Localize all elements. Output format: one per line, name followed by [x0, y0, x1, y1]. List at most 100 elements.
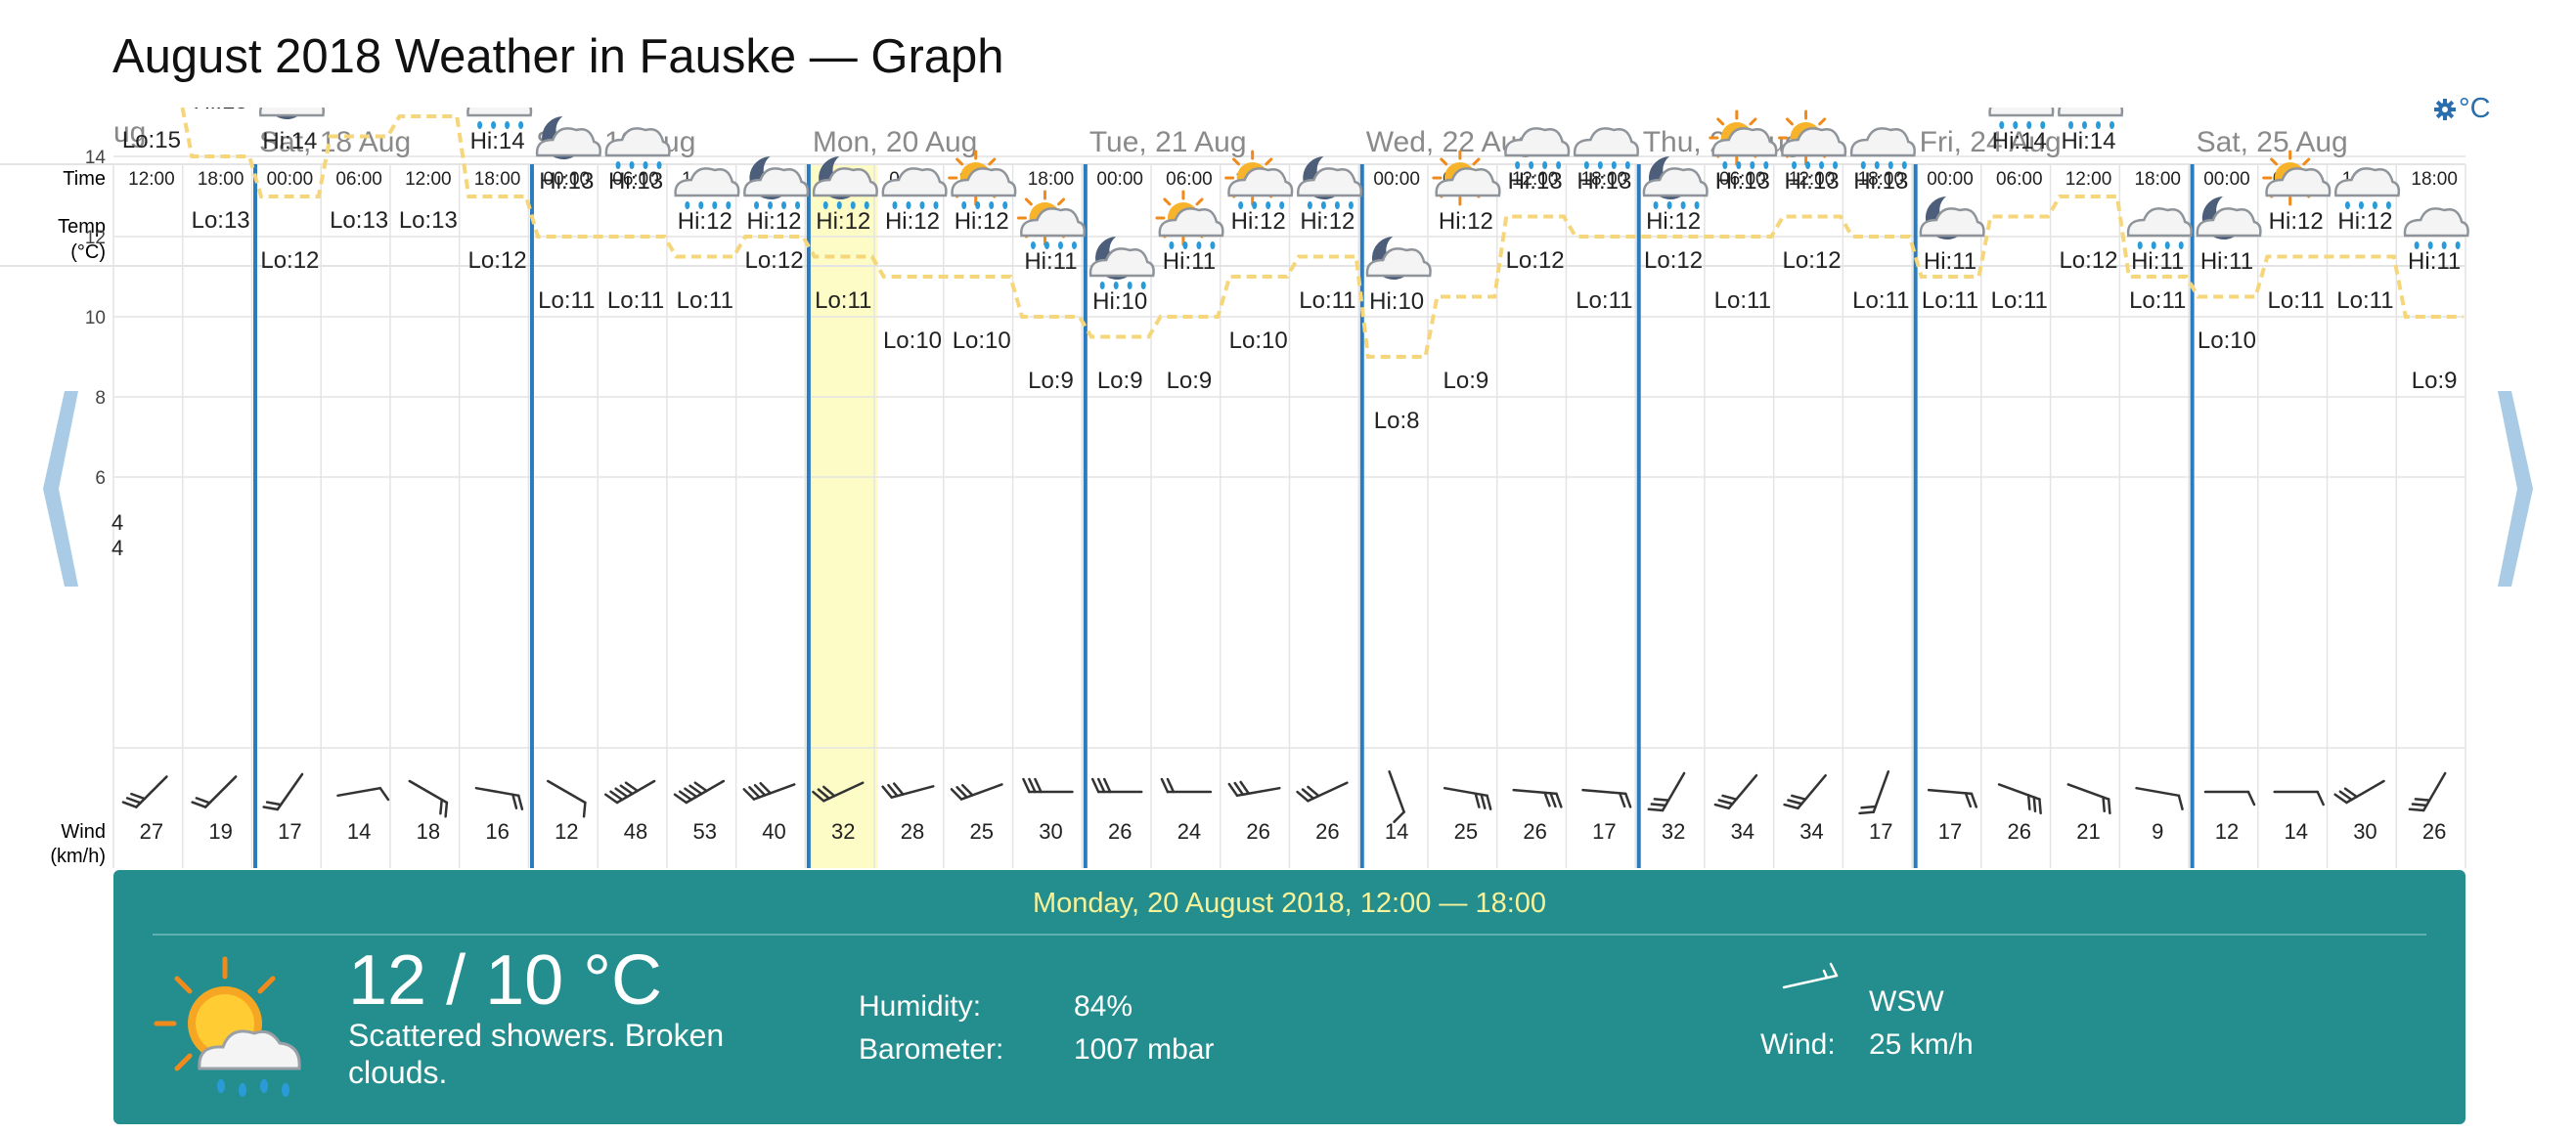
cloud-shape [2126, 207, 2193, 238]
wind-barb-feather [2333, 793, 2348, 805]
wind-barb-feather [262, 806, 280, 811]
time-label: 18:00 [1581, 169, 1628, 190]
rain-drop [1792, 161, 1798, 169]
wind-barb-feather [1090, 777, 1100, 794]
lo-label: Lo:11 [815, 287, 871, 314]
lo-label: Lo:11 [1714, 287, 1771, 314]
sun-rain-icon [1778, 109, 1847, 169]
wind-speed-label: 14 [2284, 819, 2307, 844]
wind-barb-feather [742, 788, 756, 801]
rain-drop [961, 201, 967, 209]
wind-barb-shaft [1235, 786, 1281, 798]
rain-drop [1266, 201, 1271, 209]
lo-label: Lo:12 [260, 247, 319, 274]
cloud-shape [881, 167, 948, 197]
lo-label: Lo:11 [2336, 287, 2393, 314]
wind-barb-feather [2107, 798, 2111, 815]
rain-drop [1279, 201, 1285, 209]
lo-label: Lo:11 [1852, 287, 1909, 314]
gear-icon [2434, 98, 2456, 120]
wind-barb-feather [1858, 810, 1876, 815]
rain-drop [2344, 201, 2350, 209]
rain-drop [1002, 201, 1008, 209]
weather-graph-svg: Time Temp (°C) Wind (km/h) ug 4 4 242220… [0, 0, 2533, 868]
rain-drop [2137, 241, 2143, 249]
lo-label: Lo:13 [192, 207, 250, 234]
time-label: 00:00 [1373, 169, 1420, 190]
cloud-shape [1642, 167, 1709, 197]
wind-barb-feather [1480, 793, 1487, 809]
rain-drop [1099, 282, 1105, 289]
lo-label: Lo:10 [2198, 327, 2256, 354]
rain-drop [698, 201, 704, 209]
rain-drop [768, 201, 774, 209]
rain-drop [1071, 241, 1077, 249]
wind-barb-feather [1555, 792, 1563, 808]
hi-label: Hi:11 [1924, 248, 1976, 275]
rain-drop [1334, 201, 1340, 209]
rain-drop [2067, 121, 2073, 129]
time-label: 00:00 [1096, 169, 1143, 190]
wind-barb-feather [1783, 803, 1799, 810]
temperature-line [113, 94, 2464, 359]
wind-speed-label: 19 [208, 819, 232, 844]
wind-speed-label: 27 [140, 819, 163, 844]
wind-barb-shaft [1661, 771, 1686, 812]
time-label: 18:00 [474, 169, 521, 190]
time-label: 00:00 [1927, 169, 1974, 190]
wind-speed-label: 18 [417, 819, 440, 844]
wind-barb-icon [1858, 770, 1890, 815]
rain-drop [919, 201, 925, 209]
rain-drop [850, 201, 856, 209]
wind-barb-feather [881, 785, 893, 799]
sun-ray [1440, 157, 1448, 166]
rain-drop [518, 121, 524, 129]
cloud-shape [743, 167, 810, 197]
wind-barb-feather [1166, 777, 1176, 794]
moon-rain-icon [1642, 156, 1709, 209]
wind-barb-icon [1581, 788, 1632, 808]
wind-barb-feather [1096, 777, 1106, 794]
wind-barb-feather [822, 785, 836, 798]
lo-label: Lo:9 [1443, 368, 1489, 394]
wind-barb-feather [2338, 790, 2353, 802]
page-title: August 2018 Weather in Fauske — Graph [112, 30, 1004, 83]
lo-label: Lo:13 [399, 207, 458, 234]
next-arrow[interactable] [2498, 391, 2533, 587]
hi-label: Hi:11 [1024, 248, 1077, 275]
time-label: 00:00 [267, 169, 314, 190]
sun-rain-icon [1709, 109, 1778, 169]
wind-barb-shaft [336, 786, 382, 798]
wind-barb-icon [121, 775, 168, 808]
hi-label: Hi:12 [678, 208, 733, 235]
previous-arrow[interactable] [43, 391, 78, 587]
rain-drop [1805, 161, 1811, 169]
sun-rain-icon [1155, 190, 1224, 249]
sun-ray [1265, 157, 1273, 166]
sun-ray [1195, 197, 1204, 206]
cloud-shape [1088, 247, 1155, 278]
rain-drop [1515, 161, 1521, 169]
wind-barb-feather [1307, 785, 1320, 798]
rain-cloud-icon [1573, 127, 1639, 169]
sun-ray [1716, 117, 1725, 126]
hi-label: Hi:12 [1646, 208, 1701, 235]
rain-drop [505, 121, 511, 129]
unit-toggle-button[interactable]: °C [2433, 93, 2491, 125]
cloud-shape [1919, 207, 1985, 238]
wind-barb-icon [881, 782, 935, 799]
wind-barb-feather [2102, 796, 2106, 812]
rain-drop [1140, 282, 1146, 289]
summary-divider [153, 934, 2426, 936]
humidity-row: Humidity: 84% [859, 985, 1214, 1028]
rain-drop [1750, 161, 1755, 169]
sun-ray [2302, 157, 2311, 166]
wind-barb-icon [2408, 771, 2447, 812]
rain-drop [2109, 121, 2114, 129]
wind-barb-feather [1549, 792, 1557, 808]
hi-label: Hi:13 [1577, 168, 1631, 195]
wind-barb-feather [1717, 799, 1734, 806]
rain-drop [1694, 201, 1700, 209]
wind-barb-feather [1160, 777, 1170, 794]
rain-drop [2026, 121, 2032, 129]
